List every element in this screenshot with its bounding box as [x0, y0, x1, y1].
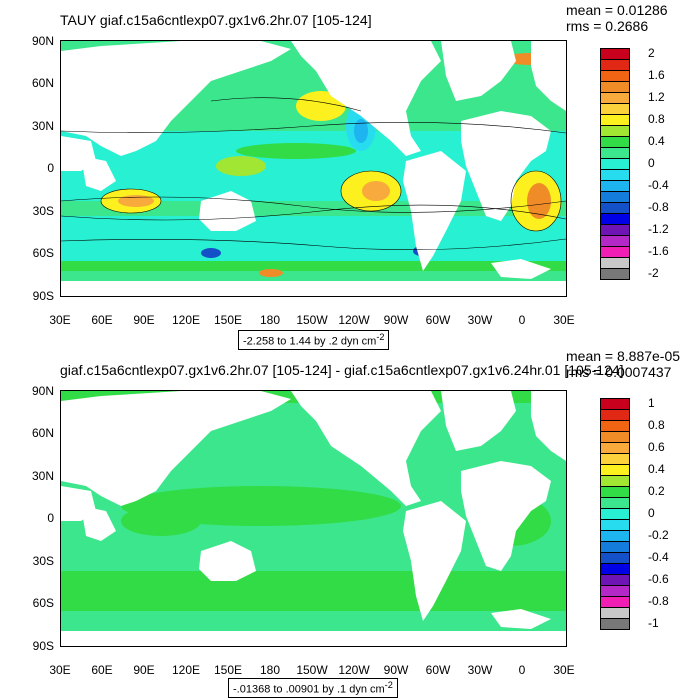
lon-label: 0: [518, 313, 526, 327]
rms-label: rms = 0.2686: [566, 18, 649, 34]
lon-label: 150E: [213, 663, 243, 677]
ocean-map: [60, 40, 567, 297]
lon-label: 60W: [425, 313, 451, 327]
top-panel: TAUY giaf.c15a6cntlexp07.gx1v6.2hr.07 [1…: [31, 2, 669, 350]
range-text: -2.258 to 1.44 by .2 dyn cm: [243, 335, 377, 348]
legend-label: -0.6: [648, 572, 669, 586]
legend-label: 0.8: [648, 112, 665, 126]
lon-label: 60E: [91, 663, 113, 677]
lon-label: 30E: [553, 313, 575, 327]
lat-label: 30S: [32, 204, 54, 218]
lon-label: 120E: [171, 313, 201, 327]
legend-label: -0.4: [648, 550, 669, 564]
legend-label: 0.2: [648, 484, 665, 498]
contour-range-box: -2.258 to 1.44 by .2 dyn cm-2: [238, 330, 390, 350]
lon-label: 90E: [133, 663, 155, 677]
lon-label: 120W: [338, 313, 370, 327]
lat-label: 0: [47, 161, 54, 175]
color-legend: 2 1.6 1.2 0.8 0.4 0 -0.4 -0.8 -1.2 -1.6 …: [600, 46, 669, 288]
rms-label: rms = 0.0007437: [566, 364, 672, 380]
lat-label: 60N: [31, 426, 54, 440]
lat-label: 90S: [32, 289, 54, 303]
legend-label: 1.2: [648, 90, 665, 104]
legend-label: -1.6: [648, 244, 669, 258]
legend-label: 2: [648, 46, 655, 60]
ocean-map: [60, 390, 567, 647]
lon-label: 120W: [338, 663, 370, 677]
legend-label: 0.4: [648, 134, 665, 148]
lat-label: 60S: [32, 246, 54, 260]
lon-label: 30E: [49, 663, 71, 677]
color-legend: 1 0.8 0.6 0.4 0.2 0 -0.2 -0.4 -0.6 -0.8 …: [600, 396, 669, 638]
legend-label: 1.6: [648, 68, 665, 82]
legend-label: -2: [648, 266, 659, 280]
panel-title: TAUY giaf.c15a6cntlexp07.gx1v6.2hr.07 [1…: [60, 12, 372, 28]
lon-label: 60W: [425, 663, 451, 677]
legend-label: -1.2: [648, 222, 669, 236]
lat-label: 0: [47, 511, 54, 525]
map-svg: [61, 41, 566, 296]
legend-label: -0.2: [648, 528, 669, 542]
legend-label: 0.4: [648, 462, 665, 476]
lon-label: 150E: [213, 313, 243, 327]
legend-label: -0.8: [648, 594, 669, 608]
range-exponent: -2: [376, 332, 385, 342]
legend-label: -0.4: [648, 178, 669, 192]
legend-label: 0: [648, 506, 655, 520]
lat-label: 30S: [32, 554, 54, 568]
lat-label: 90N: [31, 384, 54, 398]
lat-label: 60S: [32, 596, 54, 610]
lat-label: 30N: [31, 119, 54, 133]
lat-label: 90S: [32, 639, 54, 653]
lon-label: 90E: [133, 313, 155, 327]
legend-label: 0.8: [648, 418, 665, 432]
mean-label: mean = 8.887e-05: [566, 348, 681, 364]
lon-label: 150W: [296, 663, 328, 677]
map-svg: [61, 391, 566, 646]
lon-label: 30E: [49, 313, 71, 327]
lon-label: 150W: [296, 313, 328, 327]
lat-label: 30N: [31, 469, 54, 483]
range-text: -.01368 to .00901 by .1 dyn cm: [233, 683, 385, 696]
legend-swatch: [600, 618, 630, 630]
contour-range-box: -.01368 to .00901 by .1 dyn cm-2: [228, 678, 398, 698]
legend-label: -0.8: [648, 200, 669, 214]
lon-label: 30E: [553, 663, 575, 677]
bottom-panel: giaf.c15a6cntlexp07.gx1v6.2hr.07 [105-12…: [0, 348, 700, 700]
lon-label: 60E: [91, 313, 113, 327]
range-exponent: -2: [384, 680, 393, 690]
mean-label: mean = 0.01286: [566, 2, 668, 18]
lon-label: 90W: [383, 313, 409, 327]
panel-title: giaf.c15a6cntlexp07.gx1v6.2hr.07 [105-12…: [60, 362, 624, 378]
legend-swatch: [600, 268, 630, 280]
lon-label: 0: [518, 663, 526, 677]
lon-label: 180: [259, 663, 281, 677]
lat-label: 90N: [31, 34, 54, 48]
lon-label: 90W: [383, 663, 409, 677]
lon-label: 30W: [467, 313, 493, 327]
lon-label: 30W: [467, 663, 493, 677]
legend-label: 1: [648, 396, 655, 410]
legend-label: 0: [648, 156, 655, 170]
lon-label: 180: [259, 313, 281, 327]
legend-label: -1: [648, 616, 659, 630]
lat-label: 60N: [31, 76, 54, 90]
lon-label: 120E: [171, 663, 201, 677]
legend-label: 0.6: [648, 440, 665, 454]
